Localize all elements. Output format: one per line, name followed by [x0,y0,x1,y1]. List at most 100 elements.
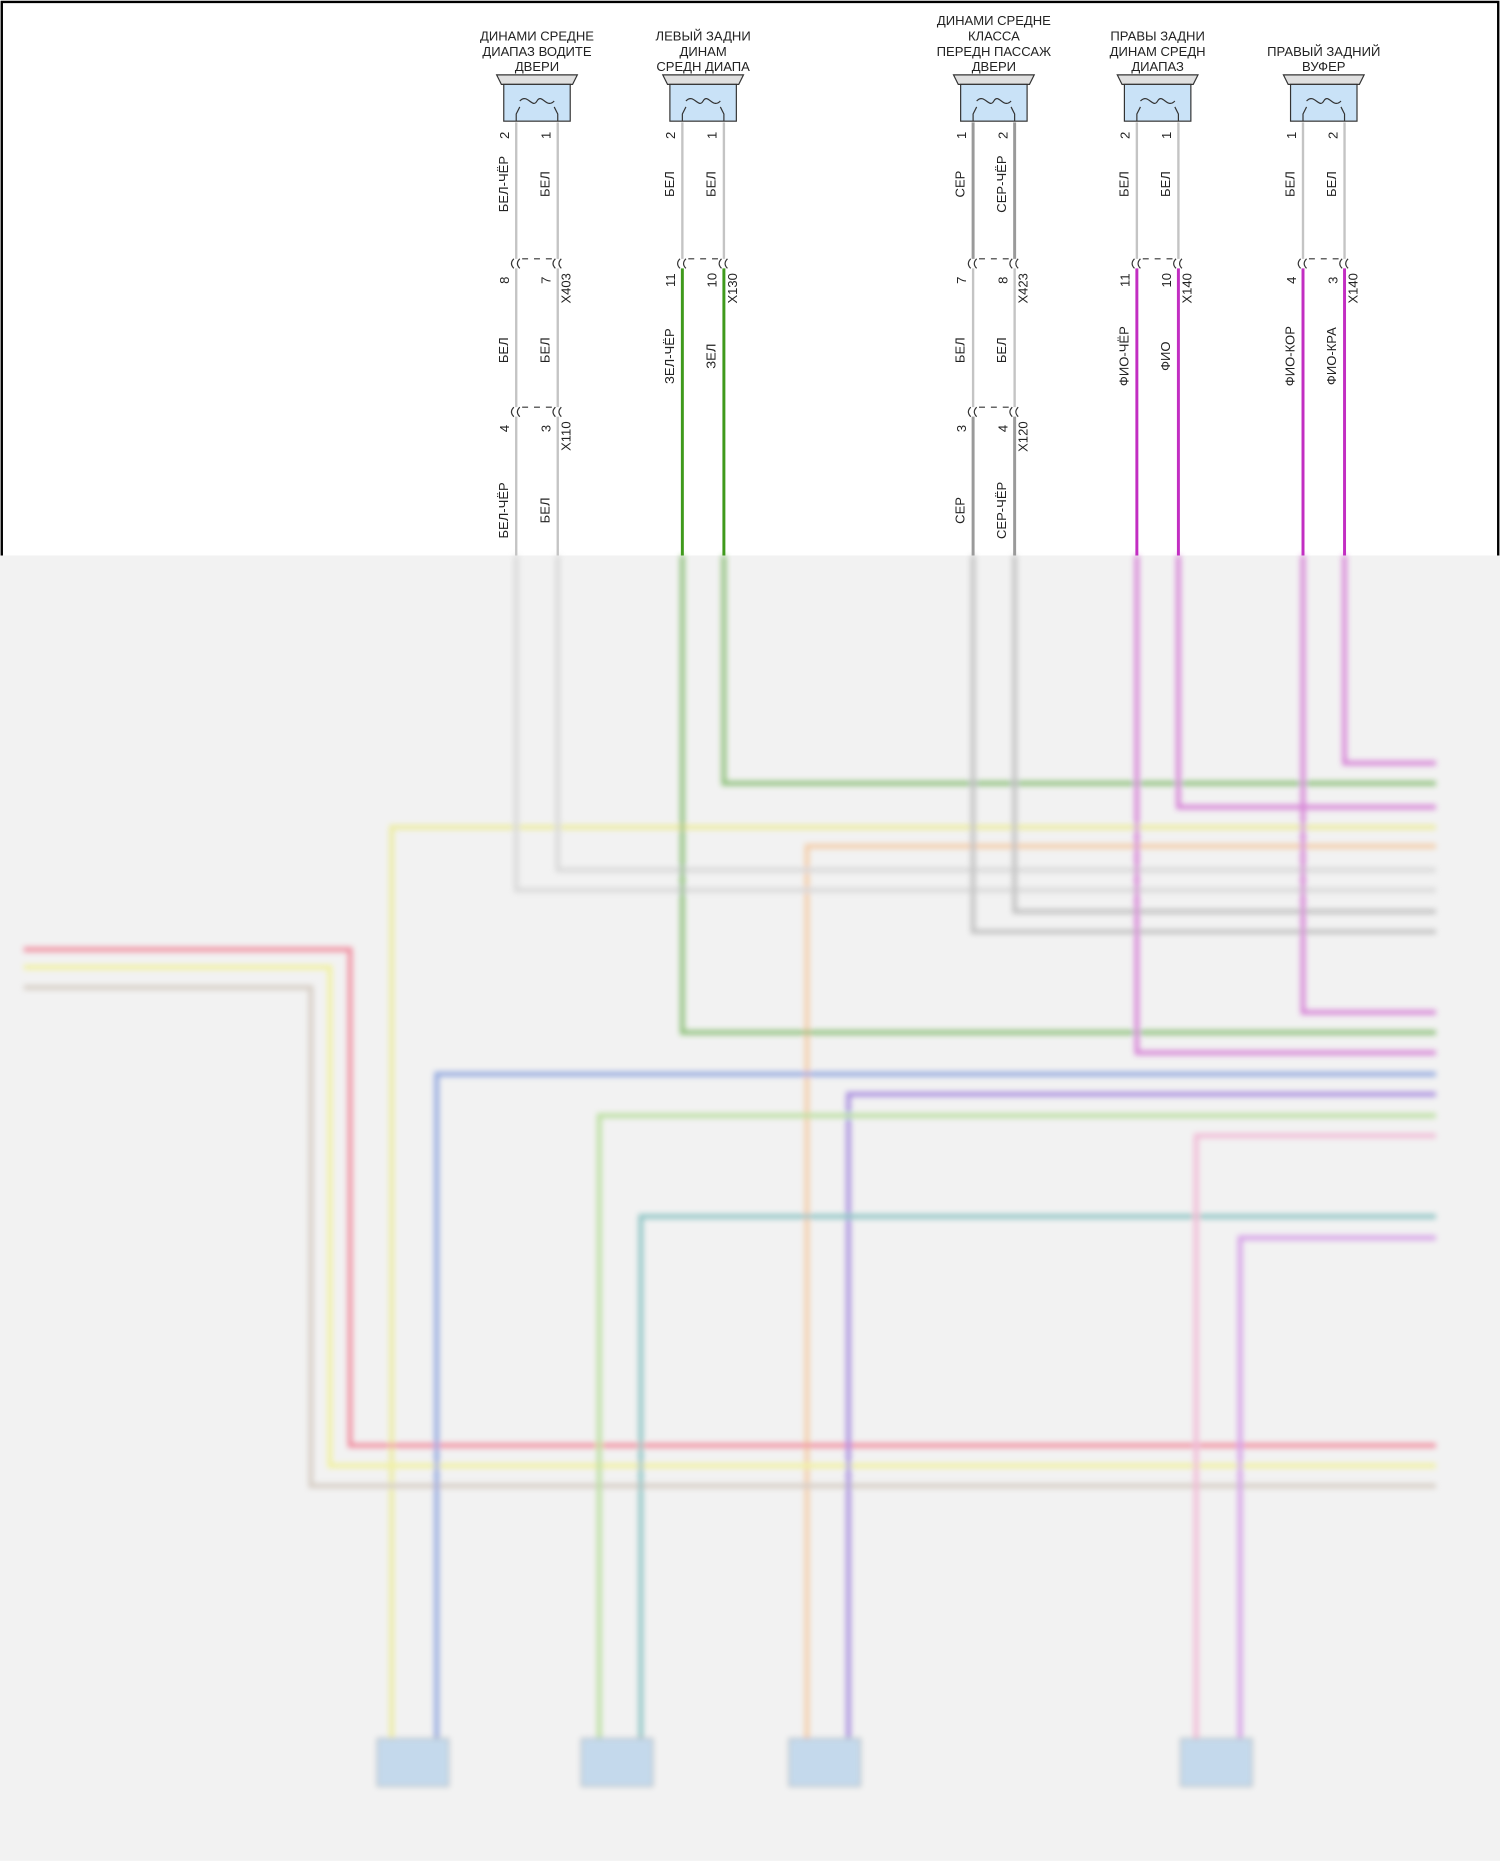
speaker-label: ДВЕРИ [972,59,1016,74]
wire-color-label: БЕЛ [496,337,511,363]
speaker-coil [972,98,1016,122]
connector-pin: 7 [539,277,554,284]
pin-number: 2 [663,132,678,139]
wire-color-label: БЕЛ [662,171,677,197]
speaker-label: ПРАВЫЙ ЗАДНИЙ [1267,44,1380,59]
speaker-label: ДИНАМИ СРЕДНЕ [937,13,1051,28]
connector-pin: 3 [539,425,554,432]
connector-name: X423 [1016,273,1031,303]
wire-blurred [1012,555,1436,914]
frame [0,0,1500,556]
speaker-body [669,83,737,122]
speaker-label: ДИНАМ [680,44,727,59]
connector-name: X120 [1016,421,1031,451]
wire-blurred [1176,555,1436,810]
wire-color-label: БЕЛ-ЧЁР [496,482,511,539]
connector-name: X130 [725,273,740,303]
speaker-label: КЛАССА [968,28,1020,43]
speaker-plate [1282,74,1366,85]
connector-name: X140 [1179,273,1194,303]
wire-blurred [970,555,1436,935]
wire-color-label: ФИО-ЧЁР [1116,326,1131,386]
wire-color-label: БЕЛ [1158,171,1173,197]
connector-mark [718,258,728,269]
wire-color-label: СЕР-ЧЁР [994,481,1009,539]
wire-blurred [679,555,1436,1035]
speaker-label: ЛЕВЫЙ ЗАДНИ [656,28,751,43]
speaker-coil [681,98,725,122]
speaker-label: ДИАПАЗ [1131,59,1184,74]
pin-number: 2 [497,132,512,139]
wire-blurred [513,555,1436,893]
connector-mark [677,258,687,269]
wire-color-label: БЕЛ [1283,171,1298,197]
wire-color-label: БЕЛ [994,337,1009,363]
speaker-label: ДИНАМ СРЕДН [1110,44,1206,59]
connector-pin: 11 [663,273,678,287]
wire-blurred [1300,555,1436,1015]
connector-mark [1339,258,1349,269]
speaker-body [960,83,1028,122]
connector-name: X140 [1345,273,1360,303]
speaker-label: ДВЕРИ [515,59,559,74]
speaker-plate [661,74,745,85]
speaker-label: ДИАПАЗ ВОДИТЕ [482,44,592,59]
speaker-coil [1136,98,1179,122]
wire-color-label: ФИО-КРА [1324,327,1339,385]
connector-pin: 4 [497,425,512,432]
wire-color-label: БЕЛ [703,171,718,197]
connector-pin: 4 [995,425,1010,432]
connector-pin: 3 [1325,277,1340,284]
connector-mark [510,406,521,418]
pin-number: 1 [539,132,554,139]
pin-number: 1 [705,132,720,139]
pin-number: 2 [1118,132,1133,139]
wire-blurred [555,555,1436,873]
connector-mark [1009,406,1019,418]
wire-color-label: БЕЛ-ЧЁР [496,156,511,213]
speaker-coil [1302,98,1346,122]
wire-color-label: СЕР-ЧЁР [994,155,1009,213]
connector-mark [967,406,978,418]
pin-number: 1 [1159,132,1174,139]
wire-color-label: ЗЕЛ [703,344,718,369]
connector-pin: 11 [1118,273,1133,287]
wire-color-label: ЗЕЛ-ЧЁР [662,328,677,384]
speaker-body [1123,83,1192,122]
connector-mark [510,258,521,269]
connector-mark [1173,258,1183,269]
wire-color-label: ФИО-КОР [1283,326,1298,386]
connector-pin: 3 [954,425,969,432]
connector-mark [1131,258,1141,269]
speaker-plate [1116,74,1199,85]
wire-blurred [1342,555,1436,766]
connector-name: X110 [559,421,574,451]
pin-number: 2 [995,132,1010,139]
connector-mark [1297,258,1308,269]
connector-name: X403 [559,273,574,303]
wire-color-label: СЕР [953,497,968,524]
wire-color-label: БЕЛ [953,337,968,363]
wire-color-label: БЕЛ [1116,171,1131,197]
connector-pin: 10 [705,273,720,288]
pin-number: 1 [1284,132,1299,139]
connector-pin: 10 [1159,273,1174,288]
speaker-label: ДИНАМИ СРЕДНЕ [480,28,594,43]
wire-color-label: БЕЛ [537,337,552,363]
pin-number: 1 [954,132,969,139]
speaker-body [1289,83,1358,122]
wire-color-label: СЕР [953,170,968,197]
connector-pin: 8 [497,277,512,284]
connector-pin: 7 [954,277,969,284]
blurred-area [0,555,1500,1861]
wire-blurred [721,555,1436,786]
speaker-coil [515,98,559,122]
blurred-wiring [23,555,1436,1787]
speaker-plate [952,74,1036,85]
wire-color-label: БЕЛ [537,497,552,523]
speaker-label: ПРАВЫ ЗАДНИ [1110,28,1204,43]
speaker-label: ПЕРЕДН ПАССАЖ [937,44,1051,59]
connector-mark [1009,258,1019,269]
